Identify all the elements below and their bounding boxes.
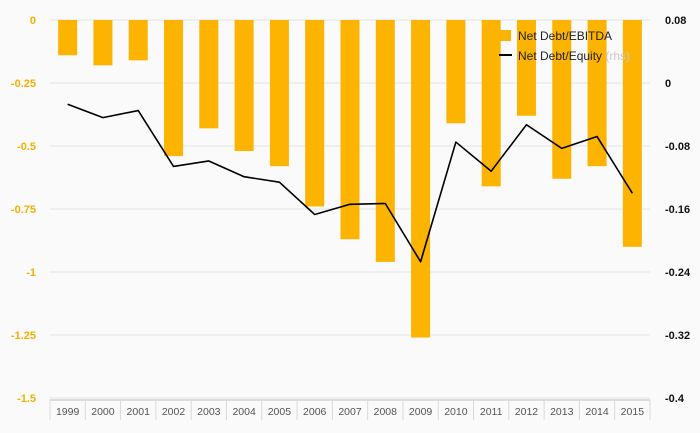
bar	[481, 20, 501, 187]
x-tick-label: 2014	[585, 406, 609, 418]
y-left-tick-label: -1.25	[11, 330, 36, 342]
y-right-tick-label: -0.16	[665, 204, 690, 216]
x-tick-label: 2008	[374, 406, 398, 418]
legend-swatch-bar	[499, 30, 511, 41]
x-tick-label: 2006	[303, 406, 327, 418]
x-tick-label: 2001	[127, 406, 151, 418]
bar	[305, 20, 325, 207]
y-right-tick-label: -0.08	[665, 141, 690, 153]
x-tick-label: 2003	[197, 406, 221, 418]
y-left-tick-label: -0.25	[11, 78, 36, 90]
bar	[411, 20, 431, 338]
y-left-tick-label: -1.5	[17, 393, 36, 405]
y-left-tick-label: -0.5	[17, 141, 36, 153]
x-tick-label: 2009	[409, 406, 433, 418]
y-right-tick-label: 0	[665, 78, 671, 90]
legend: Net Debt/EBITDA Net Debt/Equity (rhs)	[499, 29, 630, 63]
bar	[587, 20, 607, 167]
bar	[234, 20, 254, 152]
bar	[58, 20, 78, 56]
bar	[199, 20, 219, 129]
y-right-tick-label: -0.24	[665, 267, 691, 279]
series-line	[67, 103, 634, 263]
x-tick-label: 2010	[444, 406, 468, 418]
x-tick-label: 2005	[268, 406, 292, 418]
bar	[269, 20, 289, 167]
bar	[164, 20, 184, 157]
x-tick-label: 2011	[480, 406, 503, 418]
x-tick-label: 2004	[232, 406, 256, 418]
y-right-tick-label: -0.32	[665, 330, 690, 342]
legend-label-line-suffix: (rhs)	[602, 49, 630, 63]
legend-label-bar: Net Debt/EBITDA	[518, 29, 612, 43]
bar	[93, 20, 113, 66]
x-tick-label: 2000	[91, 406, 115, 418]
y-left-tick-label: 0	[30, 15, 36, 27]
y-left-tick-label: -1	[26, 267, 36, 279]
x-tick-label: 2012	[515, 406, 539, 418]
line-series-net-debt-equity	[67, 103, 634, 263]
axes: 0 -0.25 -0.5 -0.75 -1 -1.25 -1.5 0.08 0 -0.08 -0.1…	[11, 15, 691, 420]
legend-label-line: Net Debt/Equity (rhs)	[518, 49, 630, 63]
bar	[446, 20, 466, 124]
x-tick-label: 1999	[56, 406, 80, 418]
x-tick-label: 2013	[550, 406, 574, 418]
bar	[340, 20, 360, 240]
bar	[128, 20, 148, 61]
x-tick-label: 2015	[621, 406, 645, 418]
y-left-tick-label: -0.75	[11, 204, 36, 216]
bar	[375, 20, 395, 262]
x-tick-label: 2002	[162, 406, 186, 418]
bar	[516, 20, 536, 116]
y-right-tick-label: -0.4	[665, 393, 685, 405]
bar	[552, 20, 572, 179]
y-right-tick-label: 0.08	[665, 15, 686, 27]
bar	[622, 20, 642, 247]
legend-label-line-name: Net Debt/Equity	[518, 49, 602, 63]
x-tick-label: 2007	[338, 406, 362, 418]
bar-series-net-debt-ebitda	[58, 20, 642, 338]
